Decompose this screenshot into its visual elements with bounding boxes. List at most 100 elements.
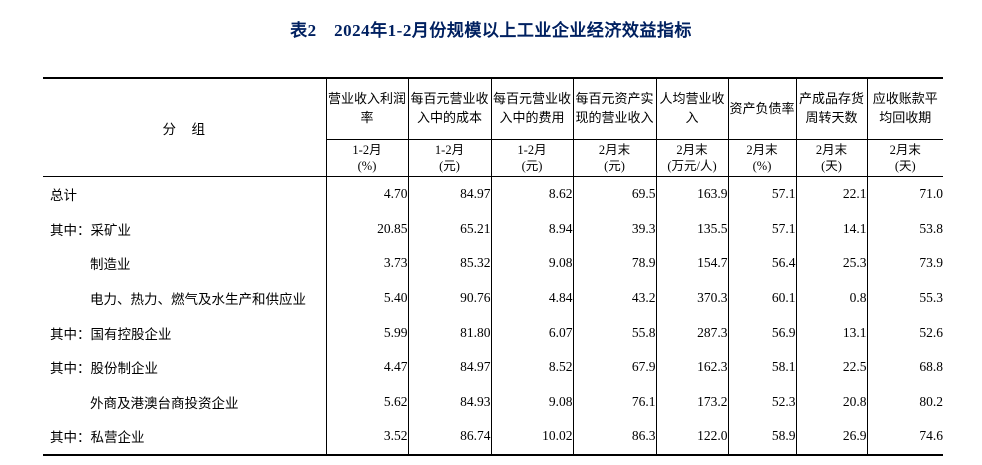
column-unit: (%) [752, 159, 772, 173]
data-cell: 135.5 [655, 211, 728, 247]
column-header: 每百元营业收入中的成本 [407, 78, 491, 140]
row-label: 电力、热力、燃气及水生产和供应业 [90, 292, 306, 308]
column-subheader: 2月末 (%) [727, 139, 796, 177]
data-cell: 73.9 [866, 246, 943, 281]
row-label: 其中：采矿业 [50, 222, 131, 238]
data-cell: 60.1 [727, 280, 796, 316]
column-period: 2月末 [676, 142, 708, 157]
table-body: 总计 4.70 84.97 8.62 69.5 163.9 57.1 22.1 71.0 其中：采… [43, 176, 943, 455]
column-period: 1-2月 [517, 142, 547, 157]
table-row: 其中：国有控股企业 5.99 81.80 6.07 55.8 287.3 56.9 13.1 5… [43, 315, 943, 350]
data-cell: 84.97 [407, 176, 491, 212]
column-period: 2月末 [889, 142, 921, 157]
column-period: 2月末 [598, 142, 631, 157]
data-cell: 5.40 [325, 280, 408, 316]
data-cell: 58.9 [727, 419, 796, 455]
data-cell: 86.3 [572, 419, 656, 455]
data-cell: 78.9 [572, 246, 656, 281]
data-cell: 55.3 [866, 280, 943, 316]
data-cell: 4.84 [490, 280, 573, 316]
column-unit: (%) [357, 159, 377, 173]
data-cell: 80.2 [866, 384, 943, 420]
data-cell: 84.97 [407, 349, 491, 385]
data-cell: 25.3 [795, 246, 867, 281]
column-period: 2月末 [815, 142, 848, 157]
data-cell: 8.94 [490, 211, 573, 247]
data-cell: 4.70 [325, 176, 408, 212]
row-label: 制造业 [90, 257, 131, 273]
data-cell: 173.2 [655, 384, 728, 420]
page-title: 表2 2024年1-2月份规模以上工业企业经济效益指标 [290, 21, 692, 40]
data-cell: 55.8 [572, 315, 656, 350]
data-cell: 8.62 [490, 176, 573, 212]
row-label: 总计 [50, 188, 77, 204]
data-cell: 84.93 [407, 384, 491, 420]
data-cell: 69.5 [572, 176, 656, 212]
data-cell: 5.99 [325, 315, 408, 350]
table-row: 制造业 3.73 85.32 9.08 78.9 154.7 56.4 25.3 73.9 [43, 246, 943, 281]
data-cell: 14.1 [795, 211, 867, 247]
data-cell: 52.3 [727, 384, 796, 420]
data-cell: 71.0 [866, 176, 943, 212]
column-unit: (天) [821, 159, 842, 173]
column-subheader: 2月末 (天) [866, 139, 943, 177]
data-cell: 58.1 [727, 349, 796, 385]
data-cell: 26.9 [795, 419, 867, 455]
data-cell: 53.8 [866, 211, 943, 247]
data-cell: 81.80 [407, 315, 491, 350]
data-cell: 0.8 [795, 280, 867, 316]
column-header: 营业收入利润率 [325, 78, 408, 140]
data-cell: 22.1 [795, 176, 867, 212]
data-cell: 4.47 [325, 349, 408, 385]
data-cell: 287.3 [655, 315, 728, 350]
column-header: 产成品存货周转天数 [795, 78, 867, 140]
data-cell: 65.21 [407, 211, 491, 247]
data-cell: 9.08 [490, 246, 573, 281]
column-subheader: 2月末 (元) [572, 139, 656, 177]
data-cell: 43.2 [572, 280, 656, 316]
data-cell: 154.7 [655, 246, 728, 281]
column-subheader: 1-2月 (元) [490, 139, 573, 177]
data-cell: 9.08 [490, 384, 573, 420]
column-period: 1-2月 [352, 142, 382, 157]
data-cell: 68.8 [866, 349, 943, 385]
row-label: 其中：股份制企业 [50, 361, 158, 377]
table-row: 总计 4.70 84.97 8.62 69.5 163.9 57.1 22.1 71.0 [43, 176, 943, 212]
data-cell: 74.6 [866, 419, 943, 455]
data-cell: 85.32 [407, 246, 491, 281]
table-header: 分 组营业收入利润率 每百元营业收入中的成本 每百元营业收入中的费用 每百元资产实现的… [43, 78, 943, 177]
column-unit: (元) [521, 159, 543, 173]
table-row: 外商及港澳台商投资企业 5.62 84.93 9.08 76.1 173.2 52.3 20.… [43, 384, 943, 420]
data-cell: 370.3 [655, 280, 728, 316]
data-cell: 10.02 [490, 419, 573, 455]
table-container: 分 组营业收入利润率 每百元营业收入中的成本 每百元营业收入中的费用 每百元资产实现的… [43, 77, 943, 456]
row-label: 外商及港澳台商投资企业 [90, 395, 239, 411]
data-cell: 162.3 [655, 349, 728, 385]
data-cell: 67.9 [572, 349, 656, 385]
data-cell: 52.6 [866, 315, 943, 350]
table-row: 其中：采矿业 20.85 65.21 8.94 39.3 135.5 57.1 14.1 53.… [43, 211, 943, 247]
data-cell: 122.0 [655, 419, 728, 455]
data-cell: 3.73 [325, 246, 408, 281]
row-label: 其中：国有控股企业 [50, 326, 172, 342]
data-cell: 56.4 [727, 246, 796, 281]
table-row: 电力、热力、燃气及水生产和供应业 5.40 90.76 4.84 43.2 370.3 60… [43, 280, 943, 316]
table-row: 其中：私营企业 3.52 86.74 10.02 86.3 122.0 58.9 26.9 74… [43, 419, 943, 455]
column-unit: (元) [604, 159, 625, 173]
column-header: 人均营业收入 [655, 78, 728, 140]
table-row: 其中：股份制企业 4.47 84.97 8.52 67.9 162.3 58.1 22.5 68… [43, 349, 943, 385]
column-subheader: 2月末 (天) [795, 139, 867, 177]
header-row-indicators: 分 组营业收入利润率 每百元营业收入中的成本 每百元营业收入中的费用 每百元资产实现的… [43, 78, 943, 177]
row-label: 其中：私营企业 [50, 430, 145, 446]
data-cell: 3.52 [325, 419, 408, 455]
data-cell: 76.1 [572, 384, 656, 420]
data-cell: 57.1 [727, 176, 796, 212]
column-header: 每百元营业收入中的费用 [490, 78, 573, 140]
data-cell: 20.85 [325, 211, 408, 247]
column-header: 应收账款平均回收期 [866, 78, 943, 140]
column-period: 2月末 [746, 142, 778, 157]
group-header-cell: 分 组 [43, 78, 326, 177]
column-unit: (天) [894, 159, 916, 173]
column-subheader: 1-2月 (%) [325, 139, 408, 177]
